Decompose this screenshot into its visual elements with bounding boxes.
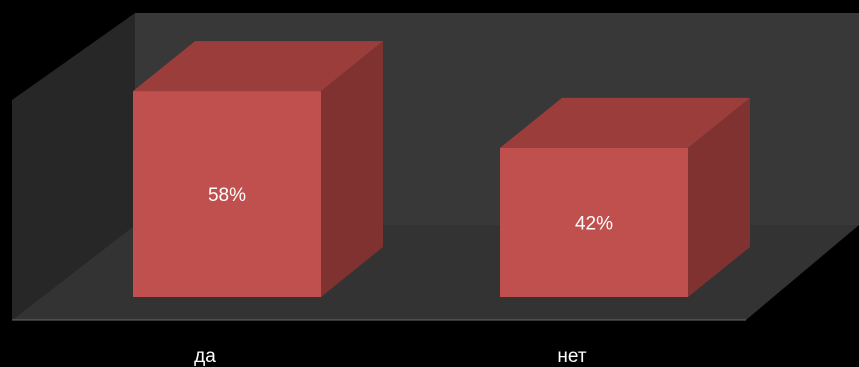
bar-нет: 42%: [500, 97, 750, 298]
bar-side-face: [688, 97, 750, 298]
category-label: да: [194, 346, 216, 367]
data-label: 42%: [575, 213, 613, 234]
bar-front-face: [500, 147, 688, 297]
category-labels: да нет: [194, 346, 587, 367]
bars-layer: 58% 42%: [133, 41, 750, 298]
bar-top-face: [133, 41, 383, 92]
bar-side-face: [321, 41, 383, 297]
bar-top-face: [500, 97, 750, 148]
side-wall: [12, 13, 135, 320]
bar-front-face: [133, 91, 321, 297]
data-label: 58%: [208, 185, 246, 206]
category-label: нет: [557, 346, 586, 367]
bar-да: 58%: [133, 41, 383, 297]
